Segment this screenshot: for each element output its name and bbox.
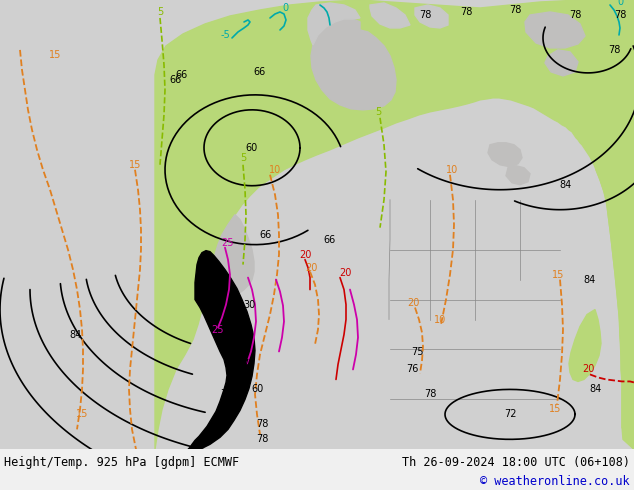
Polygon shape	[415, 5, 448, 28]
Polygon shape	[380, 368, 507, 437]
Polygon shape	[569, 310, 601, 381]
Text: 10: 10	[434, 315, 446, 324]
Text: 72: 72	[504, 409, 516, 419]
Text: © weatheronline.co.uk: © weatheronline.co.uk	[481, 475, 630, 489]
Polygon shape	[506, 166, 530, 185]
Text: 5: 5	[240, 153, 246, 163]
Polygon shape	[188, 250, 255, 449]
Text: 15: 15	[76, 409, 88, 419]
Text: 5: 5	[157, 7, 163, 17]
Text: 84: 84	[559, 180, 571, 190]
Text: 78: 78	[424, 390, 436, 399]
Text: 78: 78	[460, 7, 472, 17]
Polygon shape	[308, 3, 360, 45]
Text: 78: 78	[419, 10, 431, 20]
Text: 84: 84	[584, 274, 596, 285]
Text: 0: 0	[282, 3, 288, 13]
Text: 78: 78	[229, 305, 241, 315]
Text: 78: 78	[220, 390, 232, 399]
Text: 30: 30	[229, 344, 241, 354]
Text: 20: 20	[305, 263, 317, 272]
Text: 66: 66	[324, 235, 336, 245]
Polygon shape	[155, 0, 634, 449]
Text: 20: 20	[339, 268, 351, 278]
Text: 10: 10	[446, 165, 458, 175]
Text: -5: -5	[220, 30, 230, 40]
Text: 66: 66	[169, 75, 181, 85]
Text: 66: 66	[259, 230, 271, 240]
Text: 78: 78	[614, 10, 626, 20]
Polygon shape	[0, 0, 634, 449]
Text: 60: 60	[252, 385, 264, 394]
Text: 15: 15	[549, 404, 561, 415]
Polygon shape	[525, 12, 585, 48]
Text: 15: 15	[552, 270, 564, 280]
Text: 25: 25	[222, 238, 234, 247]
Text: 78: 78	[256, 419, 268, 429]
Polygon shape	[545, 50, 578, 76]
Polygon shape	[311, 19, 396, 110]
Text: 78: 78	[608, 45, 620, 55]
Text: 66: 66	[254, 67, 266, 77]
Text: 84: 84	[589, 385, 601, 394]
Polygon shape	[488, 143, 522, 167]
Text: 78: 78	[569, 10, 581, 20]
Text: 20: 20	[299, 249, 311, 260]
Text: 78: 78	[256, 434, 268, 444]
Text: 0: 0	[617, 0, 623, 7]
Polygon shape	[215, 215, 254, 294]
Text: 75: 75	[411, 347, 424, 358]
Text: 76: 76	[406, 365, 418, 374]
Text: 15: 15	[129, 160, 141, 170]
Text: 5: 5	[375, 107, 381, 117]
Text: 78: 78	[237, 333, 249, 343]
Text: 20: 20	[407, 297, 419, 308]
Text: 60: 60	[246, 143, 258, 153]
Text: 25: 25	[212, 324, 224, 335]
Text: 10: 10	[269, 165, 281, 175]
Text: 15: 15	[49, 50, 61, 60]
Polygon shape	[370, 3, 410, 28]
Text: 84: 84	[69, 329, 81, 340]
Text: 78: 78	[242, 360, 254, 369]
Text: 78: 78	[509, 5, 521, 15]
Polygon shape	[596, 150, 634, 449]
Text: 66: 66	[176, 70, 188, 80]
Text: 30: 30	[243, 299, 255, 310]
Text: Height/Temp. 925 hPa [gdpm] ECMWF: Height/Temp. 925 hPa [gdpm] ECMWF	[4, 456, 239, 469]
Text: Th 26-09-2024 18:00 UTC (06+108): Th 26-09-2024 18:00 UTC (06+108)	[402, 456, 630, 469]
Text: 20: 20	[582, 365, 594, 374]
